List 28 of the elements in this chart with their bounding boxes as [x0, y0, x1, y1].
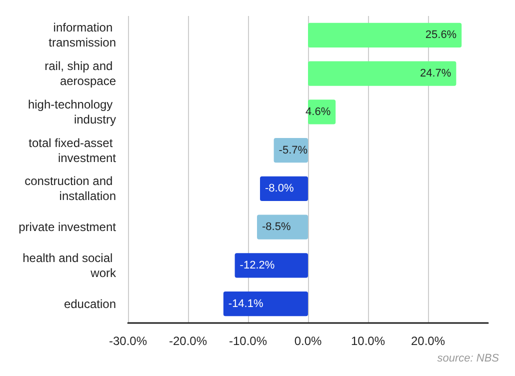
x-tick-label: -30.0%	[108, 334, 148, 348]
y-tick-label: health and social work	[22, 250, 117, 280]
y-tick-label: information transmission	[48, 20, 116, 50]
data-label: 24.7%	[420, 68, 452, 80]
x-tick-label: 20.0%	[410, 334, 446, 348]
y-tick-label: construction and installation	[24, 174, 116, 204]
x-tick-label: -20.0%	[168, 334, 208, 348]
data-label: -12.2%	[240, 259, 275, 272]
data-label: -14.1%	[228, 298, 264, 310]
x-tick-label: 0.0%	[294, 334, 322, 348]
bar	[308, 22, 462, 48]
data-label: 25.6%	[425, 29, 457, 42]
bar	[223, 292, 308, 316]
x-tick-label: 10.0%	[350, 334, 386, 348]
bar	[234, 253, 308, 278]
bar	[260, 176, 308, 201]
y-tick-label: education	[64, 296, 116, 311]
x-tick-label: -10.0%	[228, 334, 268, 348]
y-tick-label: private investment	[18, 220, 117, 234]
y-tick-label: total fixed-asset investment	[28, 136, 117, 165]
bar	[308, 61, 456, 86]
y-tick-label: high-technology industry	[28, 97, 116, 126]
source-note: source: NBS	[437, 352, 500, 364]
data-label: -8.5%	[262, 221, 291, 234]
data-label: -5.7%	[278, 144, 308, 156]
y-tick-label: rail, ship and aerospace	[44, 59, 116, 88]
data-label: -8.0%	[265, 182, 294, 195]
bar	[257, 214, 308, 240]
